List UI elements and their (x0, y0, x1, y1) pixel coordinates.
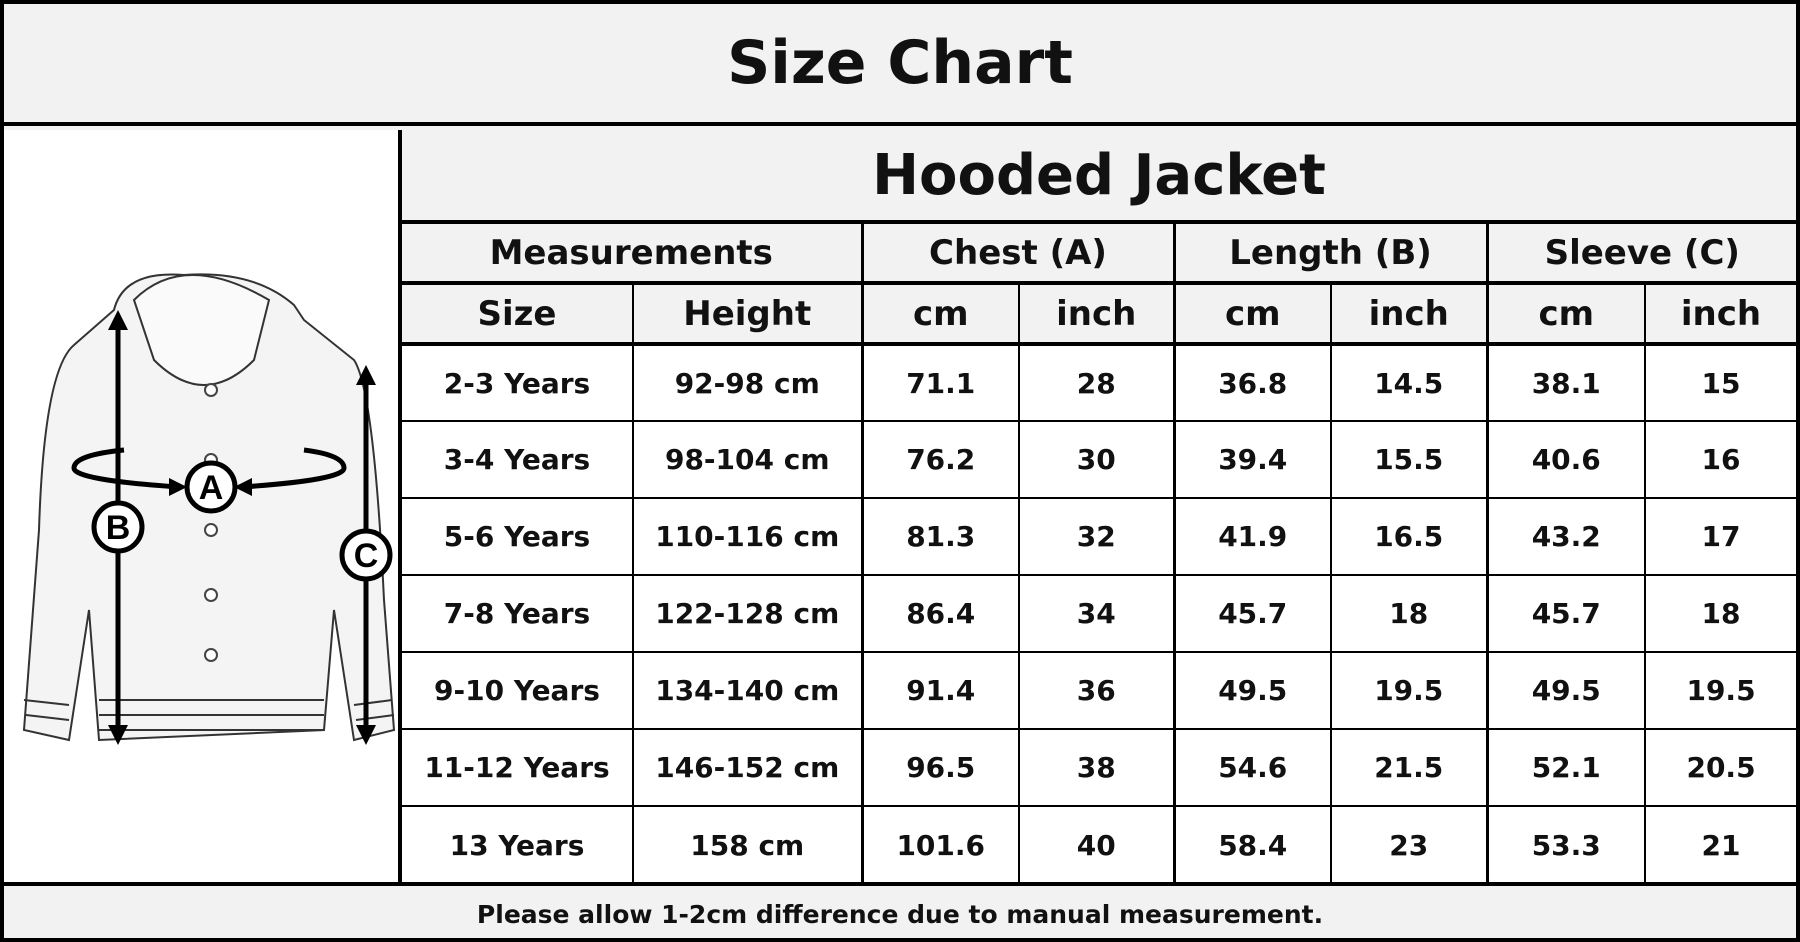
table-cell: 11-12 Years (402, 728, 634, 807)
table-row: 5-6 Years 110-116 cm 81.3 32 41.9 16.5 43.2 17 (402, 497, 1797, 576)
table-cell: 16 (1643, 420, 1797, 499)
table-row: 11-12 Years 146-152 cm 96.5 38 54.6 21.5 52.1 2… (402, 728, 1797, 807)
column-header: cm (1485, 282, 1646, 346)
table-cell: 38 (1018, 728, 1175, 807)
table-cell: 5-6 Years (402, 497, 634, 576)
table-cell: 28 (1018, 343, 1175, 422)
size-table: Hooded Jacket Measurements Chest (A) Len… (402, 130, 1797, 883)
table-cell: 36 (1018, 651, 1175, 730)
table-cell: 30 (1018, 420, 1175, 499)
table-cell: 92-98 cm (632, 343, 863, 422)
table-cell: 2-3 Years (402, 343, 634, 422)
table-cell: 40.6 (1485, 420, 1646, 499)
table-cell: 21.5 (1330, 728, 1488, 807)
table-cell: 39.4 (1172, 420, 1332, 499)
column-header: inch (1018, 282, 1175, 346)
table-cell: 54.6 (1172, 728, 1332, 807)
table-cell: 15.5 (1330, 420, 1488, 499)
table-cell: 81.3 (860, 497, 1020, 576)
jacket-illustration: A B C (22, 273, 396, 745)
table-cell: 13 Years (402, 805, 634, 883)
table-cell: 3-4 Years (402, 420, 634, 499)
table-cell: 52.1 (1485, 728, 1646, 807)
table-cell: 41.9 (1172, 497, 1332, 576)
column-header: inch (1330, 282, 1488, 346)
table-cell: 96.5 (860, 728, 1020, 807)
table-cell: 18 (1643, 574, 1797, 653)
column-header: cm (860, 282, 1020, 346)
label-a: A (199, 469, 224, 507)
table-cell: 45.7 (1172, 574, 1332, 653)
table-cell: 122-128 cm (632, 574, 863, 653)
table-cell: 18 (1330, 574, 1488, 653)
group-header: Length (B) (1172, 221, 1489, 285)
table-cell: 40 (1018, 805, 1175, 883)
table-cell: 19.5 (1330, 651, 1488, 730)
table-cell: 53.3 (1485, 805, 1646, 883)
table-row: 2-3 Years 92-98 cm 71.1 28 36.8 14.5 38.1 15 (402, 343, 1797, 422)
column-header: cm (1172, 282, 1332, 346)
table-cell: 43.2 (1485, 497, 1646, 576)
label-b: B (106, 509, 131, 547)
table-cell: 16.5 (1330, 497, 1488, 576)
table-row: 9-10 Years 134-140 cm 91.4 36 49.5 19.5 49.5 19… (402, 651, 1797, 730)
table-cell: 49.5 (1172, 651, 1332, 730)
table-cell: 23 (1330, 805, 1488, 883)
table-cell: 15 (1643, 343, 1797, 422)
table-cell: 20.5 (1643, 728, 1797, 807)
table-cell: 146-152 cm (632, 728, 863, 807)
table-cell: 45.7 (1485, 574, 1646, 653)
table-cell: 19.5 (1643, 651, 1797, 730)
table-cell: 49.5 (1485, 651, 1646, 730)
column-header: inch (1643, 282, 1797, 346)
table-row: 3-4 Years 98-104 cm 76.2 30 39.4 15.5 40.6 16 (402, 420, 1797, 499)
table-cell: 91.4 (860, 651, 1020, 730)
group-header: Measurements (402, 221, 864, 285)
table-cell: 76.2 (860, 420, 1020, 499)
label-c: C (354, 537, 379, 575)
table-cell: 21 (1643, 805, 1797, 883)
table-cell: 36.8 (1172, 343, 1332, 422)
page-title: Size Chart (4, 4, 1796, 126)
column-header: Size (402, 282, 634, 346)
group-header: Chest (A) (860, 221, 1176, 285)
footer-note: Please allow 1-2cm difference due to man… (4, 882, 1796, 942)
table-cell: 86.4 (860, 574, 1020, 653)
table-cell: 134-140 cm (632, 651, 863, 730)
table-row: 7-8 Years 122-128 cm 86.4 34 45.7 18 45.7 18 (402, 574, 1797, 653)
table-cell: 14.5 (1330, 343, 1488, 422)
table-cell: 17 (1643, 497, 1797, 576)
column-header: Height (632, 282, 863, 346)
table-cell: 101.6 (860, 805, 1020, 883)
table-cell: 110-116 cm (632, 497, 863, 576)
table-cell: 71.1 (860, 343, 1020, 422)
product-title: Hooded Jacket (402, 130, 1797, 224)
table-cell: 7-8 Years (402, 574, 634, 653)
table-cell: 58.4 (1172, 805, 1332, 883)
jacket-diagram: A B C (4, 130, 402, 882)
group-header: Sleeve (C) (1485, 221, 1797, 285)
table-cell: 32 (1018, 497, 1175, 576)
table-cell: 98-104 cm (632, 420, 863, 499)
table-cell: 34 (1018, 574, 1175, 653)
table-cell: 38.1 (1485, 343, 1646, 422)
table-row: 13 Years 158 cm 101.6 40 58.4 23 53.3 21 (402, 805, 1797, 883)
table-cell: 9-10 Years (402, 651, 634, 730)
table-cell: 158 cm (632, 805, 863, 883)
